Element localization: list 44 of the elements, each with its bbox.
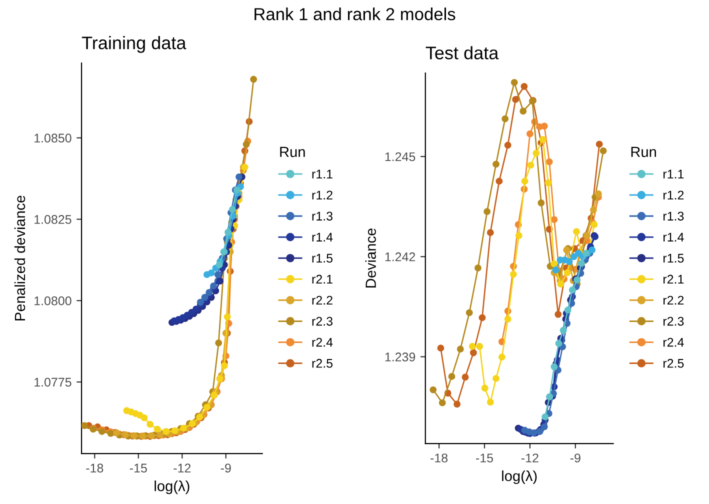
y-tick-label: 1.239 bbox=[385, 352, 416, 362]
text: Rank 1 and rank 2 models bbox=[254, 8, 456, 20]
x-axis-title: log(λ) bbox=[502, 470, 537, 484]
legend-title: Run bbox=[631, 146, 656, 158]
y-axis-title: Deviance bbox=[365, 228, 376, 288]
y-tick-label: 1.0800 bbox=[34, 296, 72, 306]
x-tick-label: -9 bbox=[220, 464, 231, 473]
legend-label: r1.2 bbox=[312, 190, 332, 200]
legend-label: r2.4 bbox=[312, 338, 333, 347]
legend-label: r2.5 bbox=[664, 358, 684, 368]
legend-label: r1.2 bbox=[664, 190, 684, 200]
x-tick-label: -12 bbox=[174, 464, 191, 472]
x-tick-label: -15 bbox=[130, 464, 147, 473]
legend-label: r1.1 bbox=[664, 170, 684, 178]
legend-label: r1.4 bbox=[312, 232, 333, 242]
legend-label: r1.3 bbox=[664, 212, 684, 221]
y-tick-label: 1.0775 bbox=[34, 378, 72, 387]
x-axis-title: log(λ) bbox=[154, 480, 190, 494]
legend-label: r2.3 bbox=[312, 316, 332, 326]
legend-label: r2.1 bbox=[312, 274, 332, 284]
legend-label: r2.3 bbox=[664, 316, 684, 326]
y-tick-label: 1.245 bbox=[385, 152, 416, 162]
legend-label: r2.5 bbox=[312, 358, 333, 368]
x-tick-label: -12 bbox=[521, 454, 538, 462]
legend-label: r1.1 bbox=[312, 170, 332, 178]
chart-title: Training data bbox=[82, 36, 186, 53]
chart-title: Test data bbox=[426, 46, 499, 60]
legend-label: r2.2 bbox=[664, 296, 684, 305]
legend-label: r1.5 bbox=[664, 254, 684, 263]
legend-label: r1.4 bbox=[664, 232, 684, 242]
legend-label: r2.4 bbox=[664, 338, 684, 347]
legend-title: Run bbox=[280, 146, 305, 158]
y-axis-title: Penalized deviance bbox=[14, 196, 26, 320]
legend-label: r1.5 bbox=[312, 254, 333, 263]
legend-label: r2.1 bbox=[664, 274, 684, 284]
x-tick-label: -15 bbox=[476, 454, 494, 462]
y-tick-label: 1.0825 bbox=[34, 215, 72, 224]
x-tick-label: -18 bbox=[86, 464, 104, 473]
x-tick-label: -9 bbox=[570, 454, 580, 462]
y-tick-label: 1.242 bbox=[385, 252, 416, 262]
legend-label: r2.2 bbox=[312, 296, 332, 305]
y-tick-label: 1.0850 bbox=[34, 134, 72, 143]
legend-label: r1.3 bbox=[312, 212, 332, 221]
x-tick-label: -18 bbox=[430, 454, 448, 462]
